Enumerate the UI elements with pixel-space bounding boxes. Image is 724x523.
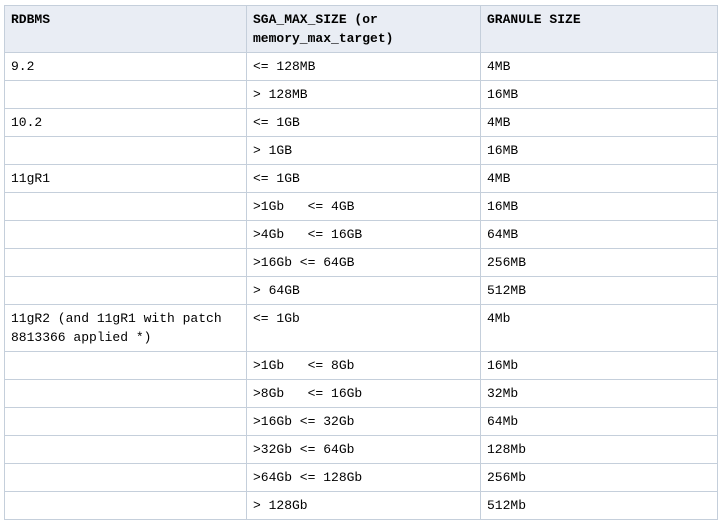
table-row: 11gR1 <= 1GB 4MB <box>4 164 718 193</box>
cell-granule-size: 512MB <box>480 276 718 305</box>
column-header-rdbms: RDBMS <box>4 5 247 53</box>
table-row: >4Gb <= 16GB 64MB <box>4 220 718 249</box>
table-row: >8Gb <= 16Gb 32Mb <box>4 379 718 408</box>
cell-rdbms: 11gR2 (and 11gR1 with patch 8813366 appl… <box>4 304 247 352</box>
granule-size-table: RDBMS SGA_MAX_SIZE (or memory_max_target… <box>4 5 718 520</box>
table-row: >1Gb <= 8Gb 16Mb <box>4 351 718 380</box>
cell-granule-size: 4Mb <box>480 304 718 352</box>
table-row: > 1GB 16MB <box>4 136 718 165</box>
cell-rdbms <box>4 407 247 436</box>
column-header-granule-size: GRANULE SIZE <box>480 5 718 53</box>
cell-rdbms <box>4 276 247 305</box>
cell-granule-size: 256Mb <box>480 463 718 492</box>
table-row: >1Gb <= 4GB 16MB <box>4 192 718 221</box>
cell-rdbms <box>4 248 247 277</box>
table-row: > 128Gb 512Mb <box>4 491 718 520</box>
table-row: 10.2 <= 1GB 4MB <box>4 108 718 137</box>
cell-sga-range: >1Gb <= 8Gb <box>246 351 481 380</box>
cell-sga-range: >32Gb <= 64Gb <box>246 435 481 464</box>
cell-sga-range: >4Gb <= 16GB <box>246 220 481 249</box>
cell-sga-range: >1Gb <= 4GB <box>246 192 481 221</box>
cell-rdbms: 10.2 <box>4 108 247 137</box>
cell-rdbms <box>4 435 247 464</box>
cell-sga-range: <= 128MB <box>246 52 481 81</box>
cell-rdbms <box>4 491 247 520</box>
cell-rdbms <box>4 192 247 221</box>
cell-granule-size: 4MB <box>480 52 718 81</box>
cell-rdbms: 9.2 <box>4 52 247 81</box>
cell-sga-range: >16Gb <= 64GB <box>246 248 481 277</box>
cell-sga-range: > 64GB <box>246 276 481 305</box>
table-row: 9.2 <= 128MB 4MB <box>4 52 718 81</box>
cell-rdbms <box>4 379 247 408</box>
header-row: RDBMS SGA_MAX_SIZE (or memory_max_target… <box>4 5 718 53</box>
cell-granule-size: 256MB <box>480 248 718 277</box>
cell-granule-size: 16MB <box>480 80 718 109</box>
table-row: 11gR2 (and 11gR1 with patch 8813366 appl… <box>4 304 718 352</box>
cell-granule-size: 4MB <box>480 164 718 193</box>
table-row: > 64GB 512MB <box>4 276 718 305</box>
cell-sga-range: >16Gb <= 32Gb <box>246 407 481 436</box>
cell-sga-range: <= 1Gb <box>246 304 481 352</box>
table-row: > 128MB 16MB <box>4 80 718 109</box>
table-row: >16Gb <= 64GB 256MB <box>4 248 718 277</box>
column-header-sga-max-size: SGA_MAX_SIZE (or memory_max_target) <box>246 5 481 53</box>
cell-rdbms: 11gR1 <box>4 164 247 193</box>
table-row: >32Gb <= 64Gb 128Mb <box>4 435 718 464</box>
cell-sga-range: > 128MB <box>246 80 481 109</box>
cell-sga-range: <= 1GB <box>246 164 481 193</box>
cell-granule-size: 32Mb <box>480 379 718 408</box>
cell-rdbms <box>4 136 247 165</box>
cell-granule-size: 16Mb <box>480 351 718 380</box>
cell-rdbms <box>4 220 247 249</box>
table-row: >64Gb <= 128Gb 256Mb <box>4 463 718 492</box>
cell-granule-size: 512Mb <box>480 491 718 520</box>
cell-granule-size: 64Mb <box>480 407 718 436</box>
cell-granule-size: 128Mb <box>480 435 718 464</box>
cell-sga-range: <= 1GB <box>246 108 481 137</box>
cell-rdbms <box>4 351 247 380</box>
cell-granule-size: 64MB <box>480 220 718 249</box>
cell-sga-range: > 1GB <box>246 136 481 165</box>
table-row: >16Gb <= 32Gb 64Mb <box>4 407 718 436</box>
cell-sga-range: >8Gb <= 16Gb <box>246 379 481 408</box>
cell-sga-range: >64Gb <= 128Gb <box>246 463 481 492</box>
cell-sga-range: > 128Gb <box>246 491 481 520</box>
cell-granule-size: 16MB <box>480 192 718 221</box>
cell-rdbms <box>4 80 247 109</box>
cell-rdbms <box>4 463 247 492</box>
cell-granule-size: 16MB <box>480 136 718 165</box>
cell-granule-size: 4MB <box>480 108 718 137</box>
